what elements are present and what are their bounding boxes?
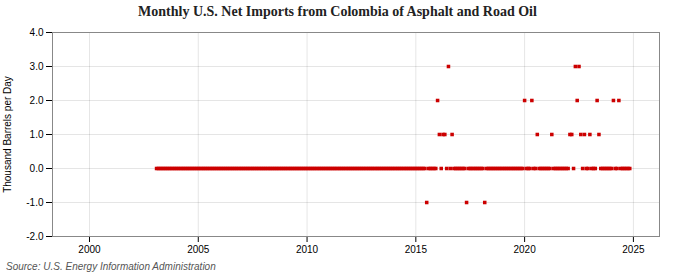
svg-text:2015: 2015 bbox=[405, 244, 428, 255]
svg-text:1.0: 1.0 bbox=[30, 129, 44, 140]
svg-text:2010: 2010 bbox=[296, 244, 319, 255]
svg-text:0.0: 0.0 bbox=[30, 163, 44, 174]
html-text:Source: U.S. Energy Informatio: Source: U.S. Energy Information Administ… bbox=[6, 261, 216, 272]
svg-text:4.0: 4.0 bbox=[30, 27, 44, 38]
svg-text:2000: 2000 bbox=[78, 244, 101, 255]
svg-text:-2.0: -2.0 bbox=[26, 231, 44, 242]
svg-text:2020: 2020 bbox=[513, 244, 536, 255]
svg-text:2.0: 2.0 bbox=[30, 95, 44, 106]
html-text:Monthly U.S. Net Imports from: Monthly U.S. Net Imports from Colombia o… bbox=[138, 4, 537, 19]
svg-text:3.0: 3.0 bbox=[30, 61, 44, 72]
svg-text:-1.0: -1.0 bbox=[26, 197, 44, 208]
svg-text:Thousand Barrels per Day: Thousand Barrels per Day bbox=[2, 76, 13, 193]
svg-text:2025: 2025 bbox=[622, 244, 645, 255]
svg-text:2005: 2005 bbox=[187, 244, 210, 255]
